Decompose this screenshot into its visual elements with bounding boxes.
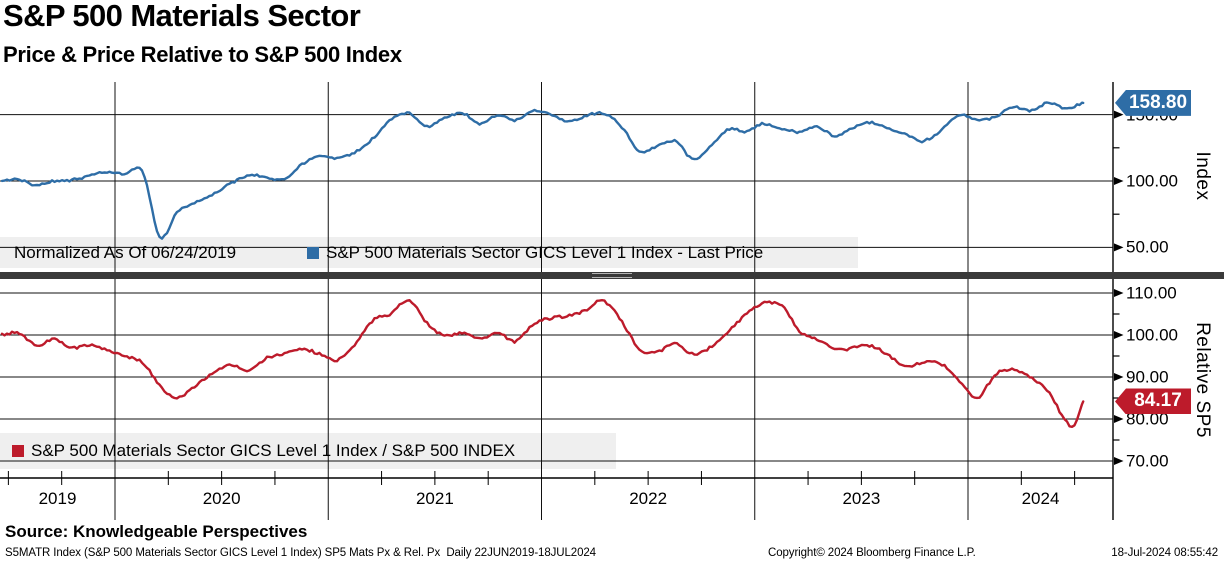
price-series-label: S&P 500 Materials Sector GICS Level 1 In… <box>326 242 764 262</box>
relative-legend-background <box>0 433 616 469</box>
y-tick-label: 100.00 <box>1126 171 1178 191</box>
y-tick-arrow-icon <box>1114 243 1124 252</box>
y-tick-arrow-icon <box>1114 110 1124 119</box>
timestamp: 18-Jul-2024 08:55:42 <box>1111 547 1218 559</box>
relative-series-line <box>0 299 1085 428</box>
y-tick-arrow-icon <box>1114 415 1124 423</box>
page-subtitle: Price & Price Relative to S&P 500 Index <box>3 42 402 67</box>
x-year-label: 2021 <box>415 489 454 508</box>
y-tick-arrow-icon <box>1114 289 1124 297</box>
x-year-label: 2024 <box>1021 489 1060 508</box>
y-tick-label: 110.00 <box>1126 283 1177 303</box>
x-year-label: 2020 <box>202 489 241 508</box>
panel-divider-grip-icon[interactable] <box>592 273 632 278</box>
relative-series-swatch-icon <box>12 445 24 457</box>
y-tick-arrow-icon <box>1114 373 1124 381</box>
price-axis-title: Index <box>1192 151 1213 201</box>
normalized-as-of-label: Normalized As Of 06/24/2019 <box>14 242 237 262</box>
price-last-badge: 158.80 <box>1115 89 1191 116</box>
x-year-label: 2022 <box>629 489 668 508</box>
relative-axis-title: Relative SP5 <box>1192 322 1213 438</box>
page-title: S&P 500 Materials Sector <box>3 0 361 33</box>
relative-series-label: S&P 500 Materials Sector GICS Level 1 In… <box>31 441 516 460</box>
relative-last-badge: 84.17 <box>1115 388 1191 415</box>
x-year-label: 2019 <box>38 489 77 508</box>
relative-legend[interactable]: S&P 500 Materials Sector GICS Level 1 In… <box>12 433 515 469</box>
y-tick-label: 50.00 <box>1126 237 1169 257</box>
price-legend[interactable]: Normalized As Of 06/24/2019 S&P 500 Mate… <box>14 237 763 268</box>
y-tick-label: 100.00 <box>1126 325 1178 345</box>
copyright-notice: Copyright© 2024 Bloomberg Finance L.P. <box>768 547 976 559</box>
y-tick-arrow-icon <box>1114 457 1124 465</box>
y-tick-label: 70.00 <box>1126 451 1169 471</box>
y-tick-label: 90.00 <box>1126 367 1169 387</box>
y-tick-arrow-icon <box>1114 331 1124 339</box>
y-tick-label: 80.00 <box>1126 409 1169 429</box>
ticker-description: S5MATR Index (S&P 500 Materials Sector G… <box>5 547 596 559</box>
x-year-label: 2023 <box>842 489 881 508</box>
source-line: Source: Knowledgeable Perspectives <box>5 522 308 541</box>
price-legend-background <box>0 237 858 268</box>
y-tick-arrow-icon <box>1114 177 1124 185</box>
price-series-swatch-icon <box>307 246 319 259</box>
price-series-line <box>0 101 1085 240</box>
panel-divider <box>0 272 1224 279</box>
